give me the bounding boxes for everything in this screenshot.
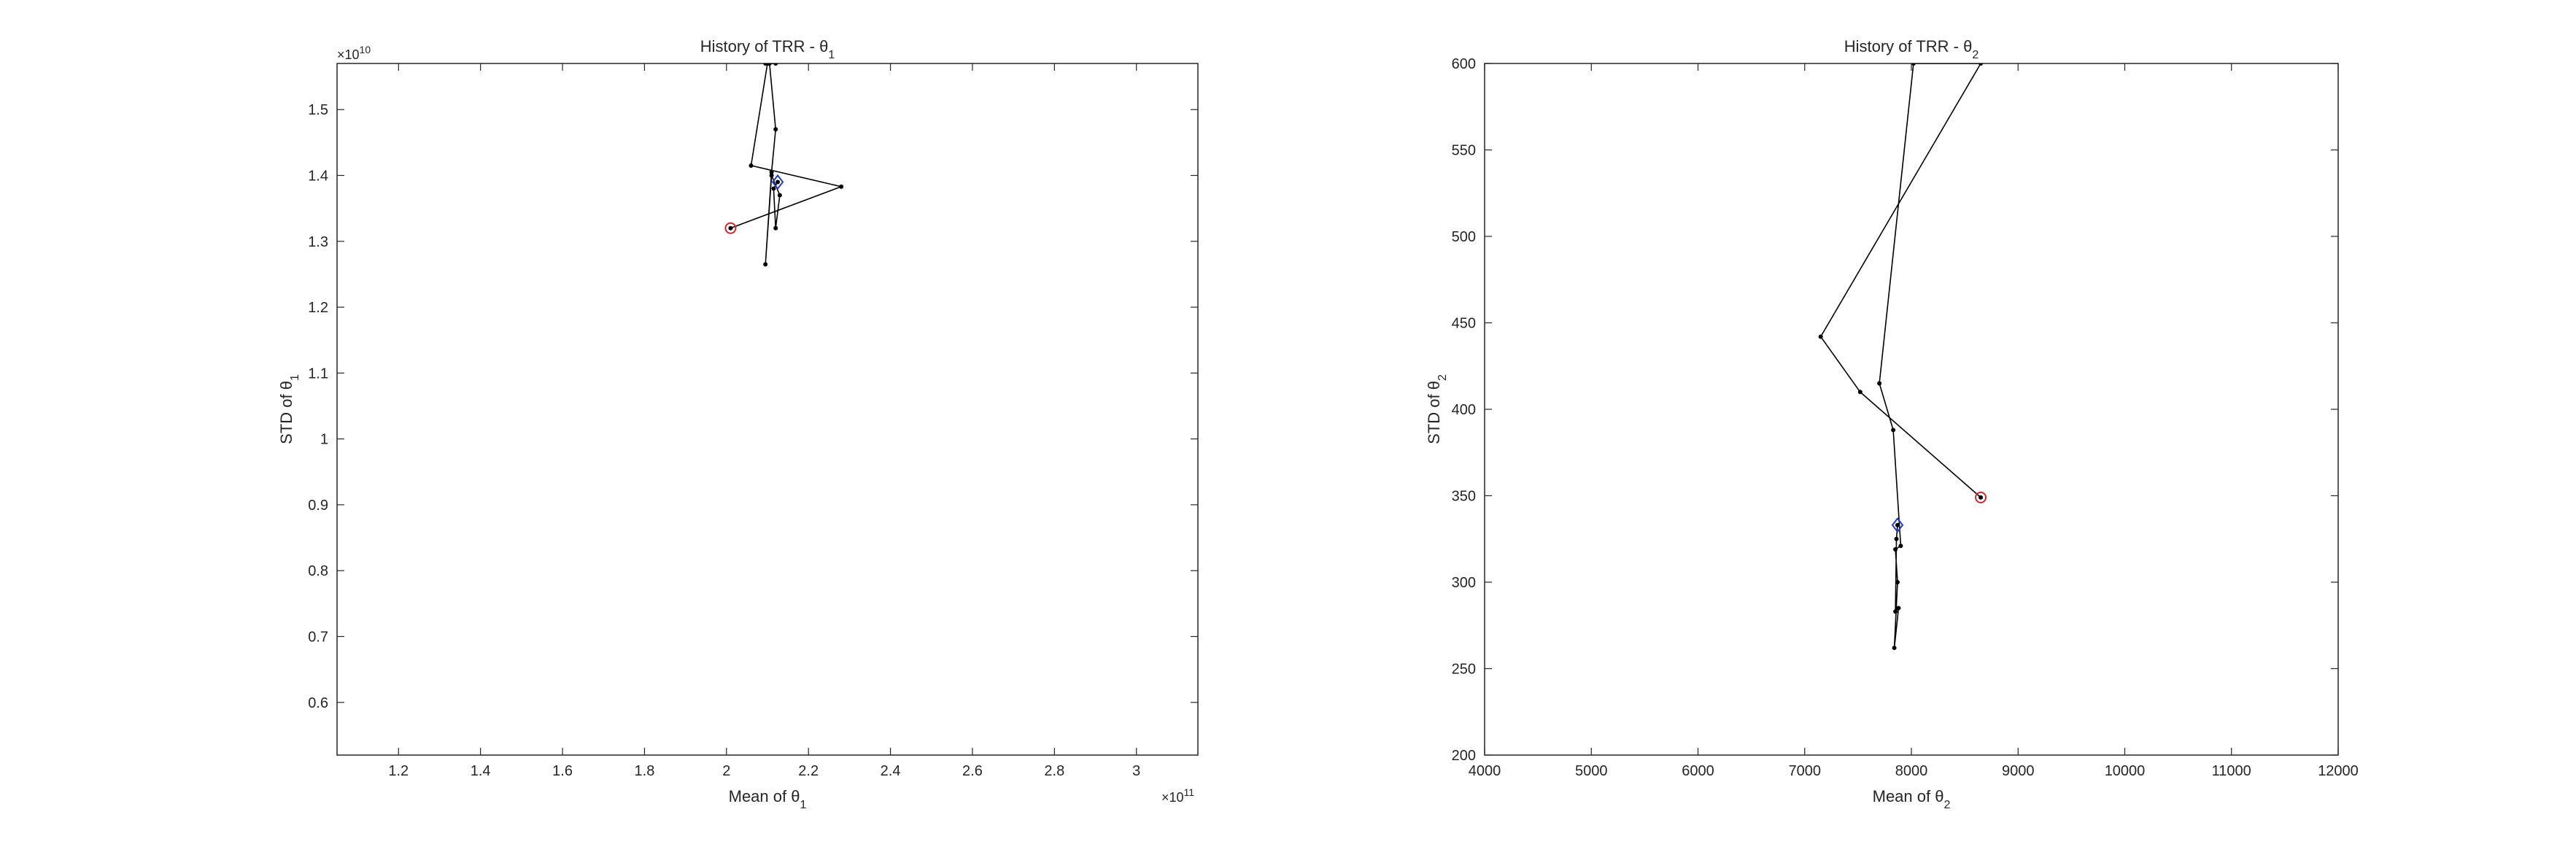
x-tick-label: 3 — [1132, 763, 1140, 779]
x-tick-label: 10000 — [2105, 763, 2146, 779]
data-layer — [724, 63, 844, 267]
y-tick-label: 0.7 — [308, 629, 328, 645]
y-axis-multiplier: ×1010 — [337, 44, 371, 62]
data-point — [1911, 63, 1916, 66]
x-tick-label: 12000 — [2318, 763, 2359, 779]
x-tick-label: 1.2 — [388, 763, 409, 779]
x-tick-label: 2.4 — [881, 763, 901, 779]
data-point — [1894, 536, 1899, 541]
x-tick-label: 2.2 — [798, 763, 819, 779]
data-point — [1893, 609, 1898, 614]
data-point — [773, 127, 778, 132]
data-point — [1979, 63, 1984, 66]
data-point — [763, 262, 768, 267]
x-tick-label: 2.8 — [1044, 763, 1064, 779]
x-tick-label: 1.8 — [635, 763, 655, 779]
x-axis-label: Mean of θ2 — [1873, 787, 1951, 811]
data-point — [1895, 522, 1900, 527]
y-tick-label: 500 — [1452, 229, 1476, 245]
data-point — [771, 186, 776, 191]
data-point — [839, 184, 844, 189]
data-point — [1896, 606, 1901, 611]
plot-area — [336, 63, 1199, 756]
data-point — [773, 63, 778, 66]
x-axis-label: Mean of θ1 — [729, 787, 807, 811]
chart-title: History of TRR - θ2 — [1844, 37, 1979, 61]
y-tick-label: 400 — [1452, 402, 1476, 418]
data-point — [777, 193, 782, 198]
x-tick-label: 5000 — [1575, 763, 1608, 779]
data-point — [749, 163, 754, 168]
start-marker — [724, 222, 737, 234]
data-point — [763, 63, 768, 66]
y-tick-label: 1.5 — [308, 102, 328, 118]
x-tick-label: 11000 — [2212, 763, 2251, 779]
end-marker — [1891, 517, 1904, 533]
y-tick-label: 550 — [1452, 143, 1476, 159]
y-tick-label: 1.4 — [308, 168, 328, 184]
y-tick-label: 1.3 — [308, 234, 328, 250]
x-tick-label: 9000 — [2002, 763, 2035, 779]
chart-title: History of TRR - θ1 — [700, 37, 835, 61]
x-tick-label: 2 — [722, 763, 730, 779]
y-tick-label: 450 — [1452, 316, 1476, 332]
data-point — [728, 225, 733, 231]
y-tick-label: 0.6 — [308, 695, 328, 711]
data-point — [773, 225, 778, 231]
x-tick-label: 1.6 — [552, 763, 573, 779]
chart-theta2: 4000 5000 6000 7000 8000 9000 10000 11000 12000 2… — [1425, 37, 2359, 811]
x-tick-label: 8000 — [1895, 763, 1928, 779]
y-axis-label: STD of θ1 — [277, 374, 301, 444]
x-tick-label: 7000 — [1789, 763, 1822, 779]
x-tick-label: 1.4 — [471, 763, 491, 779]
x-tick-label: 4000 — [1469, 763, 1501, 779]
y-tick-label: 0.8 — [308, 563, 328, 579]
y-tick-label: 1 — [320, 432, 328, 448]
data-point — [1892, 646, 1897, 651]
data-point — [769, 173, 774, 178]
y-tick-label: 0.9 — [308, 498, 328, 514]
y-axis-label: STD of θ2 — [1425, 374, 1449, 444]
data-point — [1893, 546, 1898, 552]
data-point — [1818, 334, 1823, 339]
data-point — [767, 63, 772, 66]
series-line — [730, 63, 843, 265]
plot-area — [1484, 63, 2339, 756]
y-tick-label: 250 — [1452, 662, 1476, 678]
start-marker — [1975, 491, 1987, 503]
data-point — [1895, 580, 1900, 584]
chart-theta1: 1.2 1.4 1.6 1.8 2 2.2 2.4 2.6 2.8 3 0.6 0.7 0.8 0.9 1 1… — [277, 37, 1199, 811]
y-tick-label: 200 — [1452, 748, 1476, 764]
data-point — [769, 169, 774, 174]
data-point — [1891, 428, 1896, 433]
y-tick-label: 300 — [1452, 575, 1476, 591]
end-marker — [771, 174, 784, 190]
y-tick-label: 1.2 — [308, 300, 328, 316]
y-tick-label: 1.1 — [308, 366, 328, 382]
y-tick-label: 600 — [1452, 56, 1476, 72]
data-point — [775, 179, 781, 185]
y-tick-label: 350 — [1452, 489, 1476, 505]
data-point — [1898, 544, 1903, 549]
data-layer — [1818, 63, 1987, 651]
x-tick-label: 2.6 — [962, 763, 983, 779]
x-tick-label: 6000 — [1682, 763, 1714, 779]
data-point — [1877, 381, 1882, 386]
x-axis-multiplier: ×1011 — [1161, 786, 1194, 805]
data-point — [1857, 390, 1863, 395]
data-point — [1979, 495, 1984, 500]
